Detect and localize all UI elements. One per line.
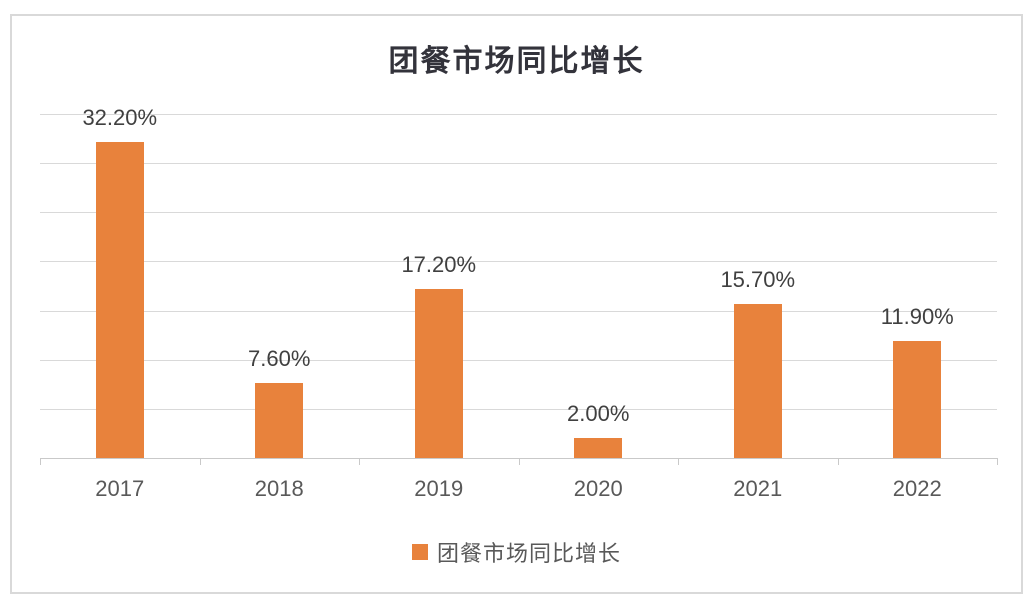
gridline: [40, 359, 997, 361]
chart-legend: 团餐市场同比增长: [12, 536, 1021, 568]
x-tick-label: 2019: [414, 476, 464, 501]
x-axis-line: [40, 458, 997, 459]
plot-area: 32.20% 2017 7.60% 2018 17.20% 2019 2.00% 2020 15…: [40, 105, 998, 501]
chart-frame: 团餐市场同比增长 32.20% 2017 7.60% 2018 17.20% 2019 2.…: [10, 14, 1023, 594]
x-axis-tick: [359, 458, 360, 465]
bar-value-label: 17.20%: [401, 252, 477, 277]
bar-2020: [574, 438, 622, 458]
bar-2019: [415, 289, 463, 458]
gridline: [40, 261, 997, 263]
x-axis-tick: [40, 458, 41, 465]
legend-swatch-icon: [411, 544, 428, 560]
bar-2022: [893, 341, 941, 458]
bar-2017: [96, 142, 144, 458]
x-tick-label: 2018: [254, 476, 304, 501]
bar-2021: [734, 304, 782, 458]
gridline: [40, 114, 997, 115]
x-tick-label: 2020: [573, 476, 623, 501]
gridline: [40, 408, 997, 410]
gridline: [40, 310, 997, 312]
x-axis-tick: [838, 458, 839, 465]
bar-2018: [255, 383, 303, 458]
legend-label: 团餐市场同比增长: [436, 541, 621, 566]
x-tick-label: 2017: [95, 476, 145, 501]
bar-value-label: 11.90%: [880, 304, 954, 329]
x-axis-tick: [519, 458, 520, 465]
bar-value-label: 32.20%: [82, 105, 158, 130]
gridline: [40, 163, 997, 165]
x-axis-tick: [997, 458, 998, 465]
x-tick-label: 2022: [892, 476, 942, 501]
gridline: [40, 212, 997, 214]
bar-value-label: 7.60%: [248, 346, 311, 371]
bar-value-label: 2.00%: [567, 401, 630, 426]
x-axis-tick: [200, 458, 201, 465]
x-axis-tick: [678, 458, 679, 465]
bar-value-label: 15.70%: [720, 267, 796, 292]
x-tick-label: 2021: [733, 476, 783, 501]
chart-title: 团餐市场同比增长: [388, 45, 645, 78]
